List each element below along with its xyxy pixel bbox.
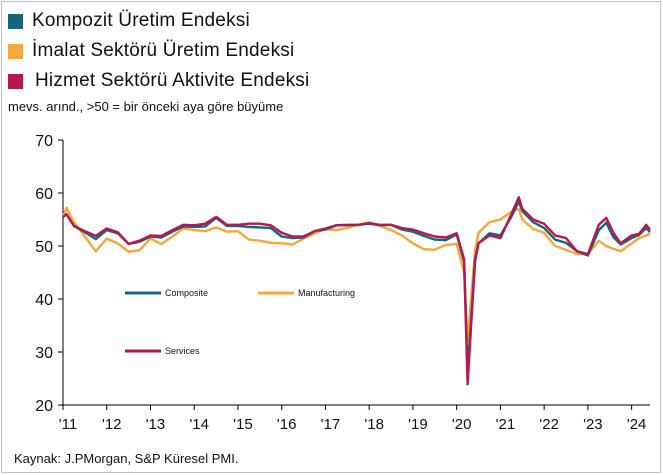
series-line-services (62, 196, 651, 386)
x-tick-label: '17 (321, 416, 341, 433)
y-tick-label: 70 (35, 133, 53, 150)
legend-item-composite: Kompozit Üretim Endeksi (8, 6, 309, 36)
inside-legend-label-services: Services (165, 346, 200, 356)
legend-label-manufacturing: İmalat Sektörü Üretim Endeksi (32, 40, 295, 61)
x-tick-label: '24 (627, 416, 647, 433)
y-tick-label: 40 (35, 292, 53, 309)
x-tick-label: '12 (102, 416, 122, 433)
x-tick-label: '18 (364, 416, 384, 433)
series-line-composite (62, 200, 651, 374)
series-line-manufacturing (61, 206, 651, 343)
legend-item-services: Hizmet Sektörü Aktivite Endeksi (8, 66, 309, 96)
inside-legend-label-composite: Composite (165, 288, 208, 298)
inside-legend-label-manufacturing: Manufacturing (298, 288, 355, 298)
x-tick-label: '21 (496, 416, 516, 433)
x-tick-label: '15 (233, 416, 253, 433)
x-tick-label: '20 (452, 416, 472, 433)
legend-swatch-services (8, 73, 23, 89)
legend-swatch-composite (8, 13, 23, 29)
x-tick-label: '16 (277, 416, 297, 433)
x-tick-label: '14 (189, 416, 209, 433)
legend-label-composite: Kompozit Üretim Endeksi (32, 10, 250, 31)
x-tick-label: '19 (408, 416, 428, 433)
chart-subtitle: mevs. arınd., >50 = bir önceki aya göre … (8, 99, 284, 114)
legend-swatch-manufacturing (8, 43, 23, 59)
y-tick-label: 20 (35, 398, 53, 415)
x-tick-label: '22 (539, 416, 559, 433)
legend-item-manufacturing: İmalat Sektörü Üretim Endeksi (8, 36, 309, 66)
y-tick-label: 60 (35, 186, 53, 203)
x-tick-label: '13 (146, 416, 166, 433)
source-note: Kaynak: J.PMorgan, S&P Küresel PMI. (14, 451, 239, 466)
x-tick-label: '23 (583, 416, 603, 433)
legend-top: Kompozit Üretim Endeksi İmalat Sektörü Ü… (8, 6, 309, 96)
y-tick-label: 50 (35, 239, 53, 256)
x-tick-label: '11 (59, 416, 77, 433)
y-tick-label: 30 (35, 345, 53, 362)
legend-label-services: Hizmet Sektörü Aktivite Endeksi (35, 70, 310, 91)
